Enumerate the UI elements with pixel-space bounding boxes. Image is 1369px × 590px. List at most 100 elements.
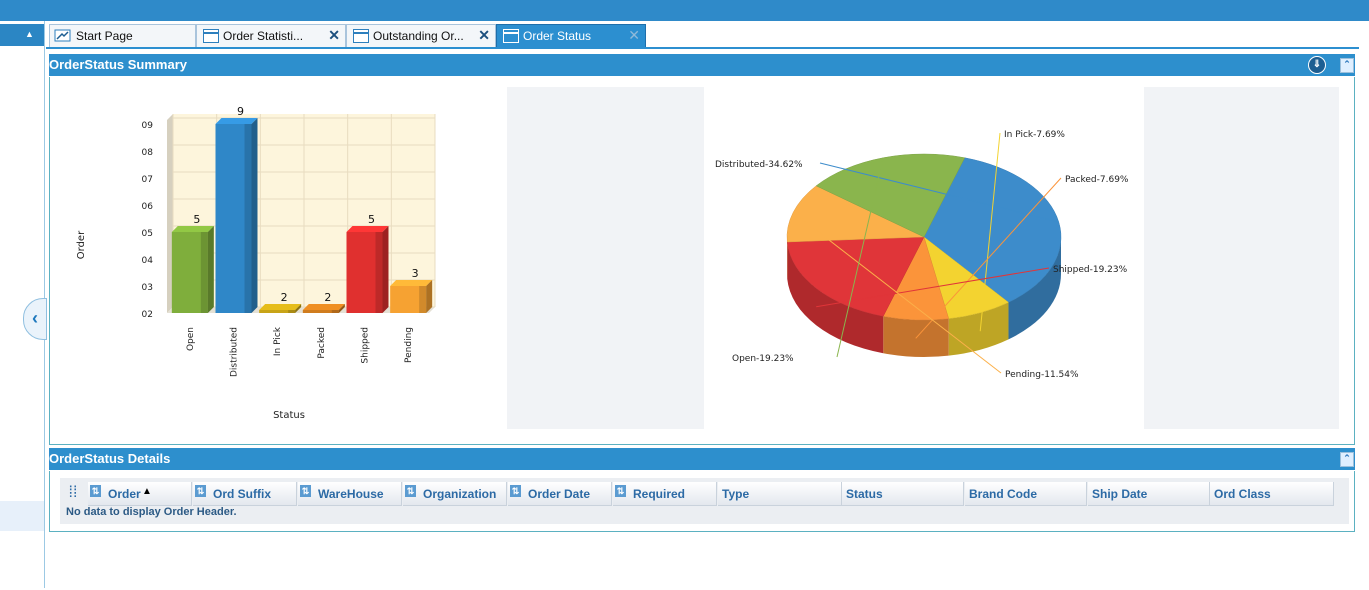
column-header-organization[interactable]: ⇅ Organization (403, 482, 507, 506)
x-axis-title: Status (273, 410, 305, 421)
y-tick-label: 09 (142, 121, 154, 131)
collapse-details-icon[interactable]: ⌃ (1340, 452, 1354, 467)
bar-shade (245, 124, 252, 313)
summary-panel-header: OrderStatus Summary ⇓ ⌃ (49, 54, 1355, 76)
column-label: Ord Class (1214, 487, 1271, 501)
tab-order-status-label: Order Status (523, 29, 591, 43)
bar-side (383, 226, 389, 313)
bar-shade (288, 310, 295, 313)
column-header-required[interactable]: ⇅ Required (613, 482, 717, 506)
column-header-type[interactable]: Type (718, 482, 842, 506)
order-header-grid: ⁞⁞ ⇅ Order ▲ ⇅ Ord Suffix ⇅ WareHouse ⇅ … (60, 478, 1349, 524)
column-header-warehouse[interactable]: ⇅ WareHouse (298, 482, 402, 506)
y-tick-label: 07 (142, 175, 153, 185)
window-icon (203, 29, 219, 43)
column-header-ord-class[interactable]: Ord Class (1210, 482, 1334, 506)
tab-outstanding-orders[interactable]: Outstanding Or... ✕ (346, 24, 496, 47)
column-header-ship-date[interactable]: Ship Date (1088, 482, 1210, 506)
sort-ascending-icon: ▲ (142, 486, 152, 497)
column-label: Order Date (528, 487, 590, 501)
bar-data-label: 3 (412, 267, 419, 280)
order-status-pie-chart: Distributed-34.62%In Pick-7.69%Packed-7.… (704, 87, 1144, 429)
pie-slice-label: Packed-7.69% (1065, 175, 1129, 185)
bar-side (208, 226, 214, 313)
bar-side (252, 118, 258, 313)
x-tick-label: Distributed (230, 327, 240, 377)
column-label: Type (722, 487, 749, 501)
details-panel-header: OrderStatus Details ⌃ (49, 448, 1355, 470)
bar-data-label: 2 (324, 291, 331, 304)
summary-panel-title: OrderStatus Summary (49, 57, 187, 72)
filter-icon[interactable]: ⇓ (1308, 56, 1326, 74)
details-panel-title: OrderStatus Details (49, 451, 170, 466)
window-icon (503, 29, 519, 43)
bar-top (216, 118, 258, 124)
pie-chart-panel: Distributed-34.62%In Pick-7.69%Packed-7.… (704, 87, 1144, 429)
bar-data-label: 5 (368, 213, 375, 226)
column-header-order[interactable]: ⇅ Order ▲ (88, 482, 192, 506)
grid-menu-icon[interactable]: ⁞⁞ (68, 483, 78, 504)
x-tick-label: Open (186, 327, 196, 351)
bar-top (259, 304, 301, 310)
y-tick-label: 08 (142, 148, 154, 158)
bar-top (172, 226, 214, 232)
x-tick-label: Shipped (361, 327, 371, 364)
sort-icon: ⇅ (195, 485, 206, 497)
grid-empty-message: No data to display Order Header. (66, 506, 237, 518)
x-tick-label: Pending (404, 327, 414, 363)
column-label: Ship Date (1092, 487, 1147, 501)
close-icon[interactable]: ✕ (328, 27, 340, 44)
chevron-left-icon: ‹ (32, 308, 38, 328)
column-label: Required (633, 487, 685, 501)
bar-shade (376, 232, 383, 313)
x-tick-label: In Pick (273, 326, 283, 356)
bar-top (303, 304, 345, 310)
left-panel-selected-item[interactable] (0, 501, 44, 531)
sort-icon: ⇅ (300, 485, 311, 497)
sort-icon: ⇅ (615, 485, 626, 497)
bar-shade (419, 286, 426, 313)
collapse-summary-icon[interactable]: ⌃ (1340, 58, 1354, 73)
y-tick-label: 04 (142, 256, 154, 266)
bar-shade (332, 310, 339, 313)
column-label: Organization (423, 487, 496, 501)
column-label: Ord Suffix (213, 487, 271, 501)
column-label: Status (846, 487, 883, 501)
tab-order-statistics-label: Order Statisti... (223, 29, 303, 43)
top-header-bar (0, 0, 1369, 21)
column-label: Brand Code (969, 487, 1037, 501)
sort-icon: ⇅ (405, 485, 416, 497)
close-icon[interactable]: ✕ (628, 27, 640, 44)
sort-icon: ⇅ (510, 485, 521, 497)
column-header-order-date[interactable]: ⇅ Order Date (508, 482, 612, 506)
y-tick-label: 03 (142, 283, 153, 293)
bar-top (390, 280, 432, 286)
column-label: WareHouse (318, 487, 384, 501)
tab-order-status[interactable]: Order Status ✕ (496, 24, 646, 47)
left-panel-header[interactable]: ▲ (0, 24, 44, 46)
pie-slice-label: Pending-11.54% (1005, 370, 1079, 380)
start-page-icon (54, 28, 71, 43)
close-icon[interactable]: ✕ (478, 27, 490, 44)
bar-data-label: 5 (193, 213, 200, 226)
bar-data-label: 9 (237, 105, 244, 118)
column-header-status[interactable]: Status (842, 482, 964, 506)
tab-start-page-label: Start Page (76, 29, 133, 43)
y-tick-label: 06 (142, 202, 154, 212)
column-header-ord-suffix[interactable]: ⇅ Ord Suffix (193, 482, 297, 506)
column-header-brand-code[interactable]: Brand Code (965, 482, 1087, 506)
tab-outstanding-orders-label: Outstanding Or... (373, 29, 464, 43)
x-tick-label: Packed (317, 327, 327, 359)
bar-top (347, 226, 389, 232)
y-axis-title: Order (76, 230, 87, 259)
pie-slice-label: Open-19.23% (732, 354, 794, 364)
column-label: Order (108, 487, 141, 501)
tab-start-page[interactable]: Start Page (49, 24, 196, 47)
pie-slice-label: Distributed-34.62% (715, 160, 803, 170)
collapse-up-icon[interactable]: ▲ (25, 29, 34, 39)
y-tick-label: 02 (142, 310, 153, 320)
tab-order-statistics[interactable]: Order Statisti... ✕ (196, 24, 346, 47)
